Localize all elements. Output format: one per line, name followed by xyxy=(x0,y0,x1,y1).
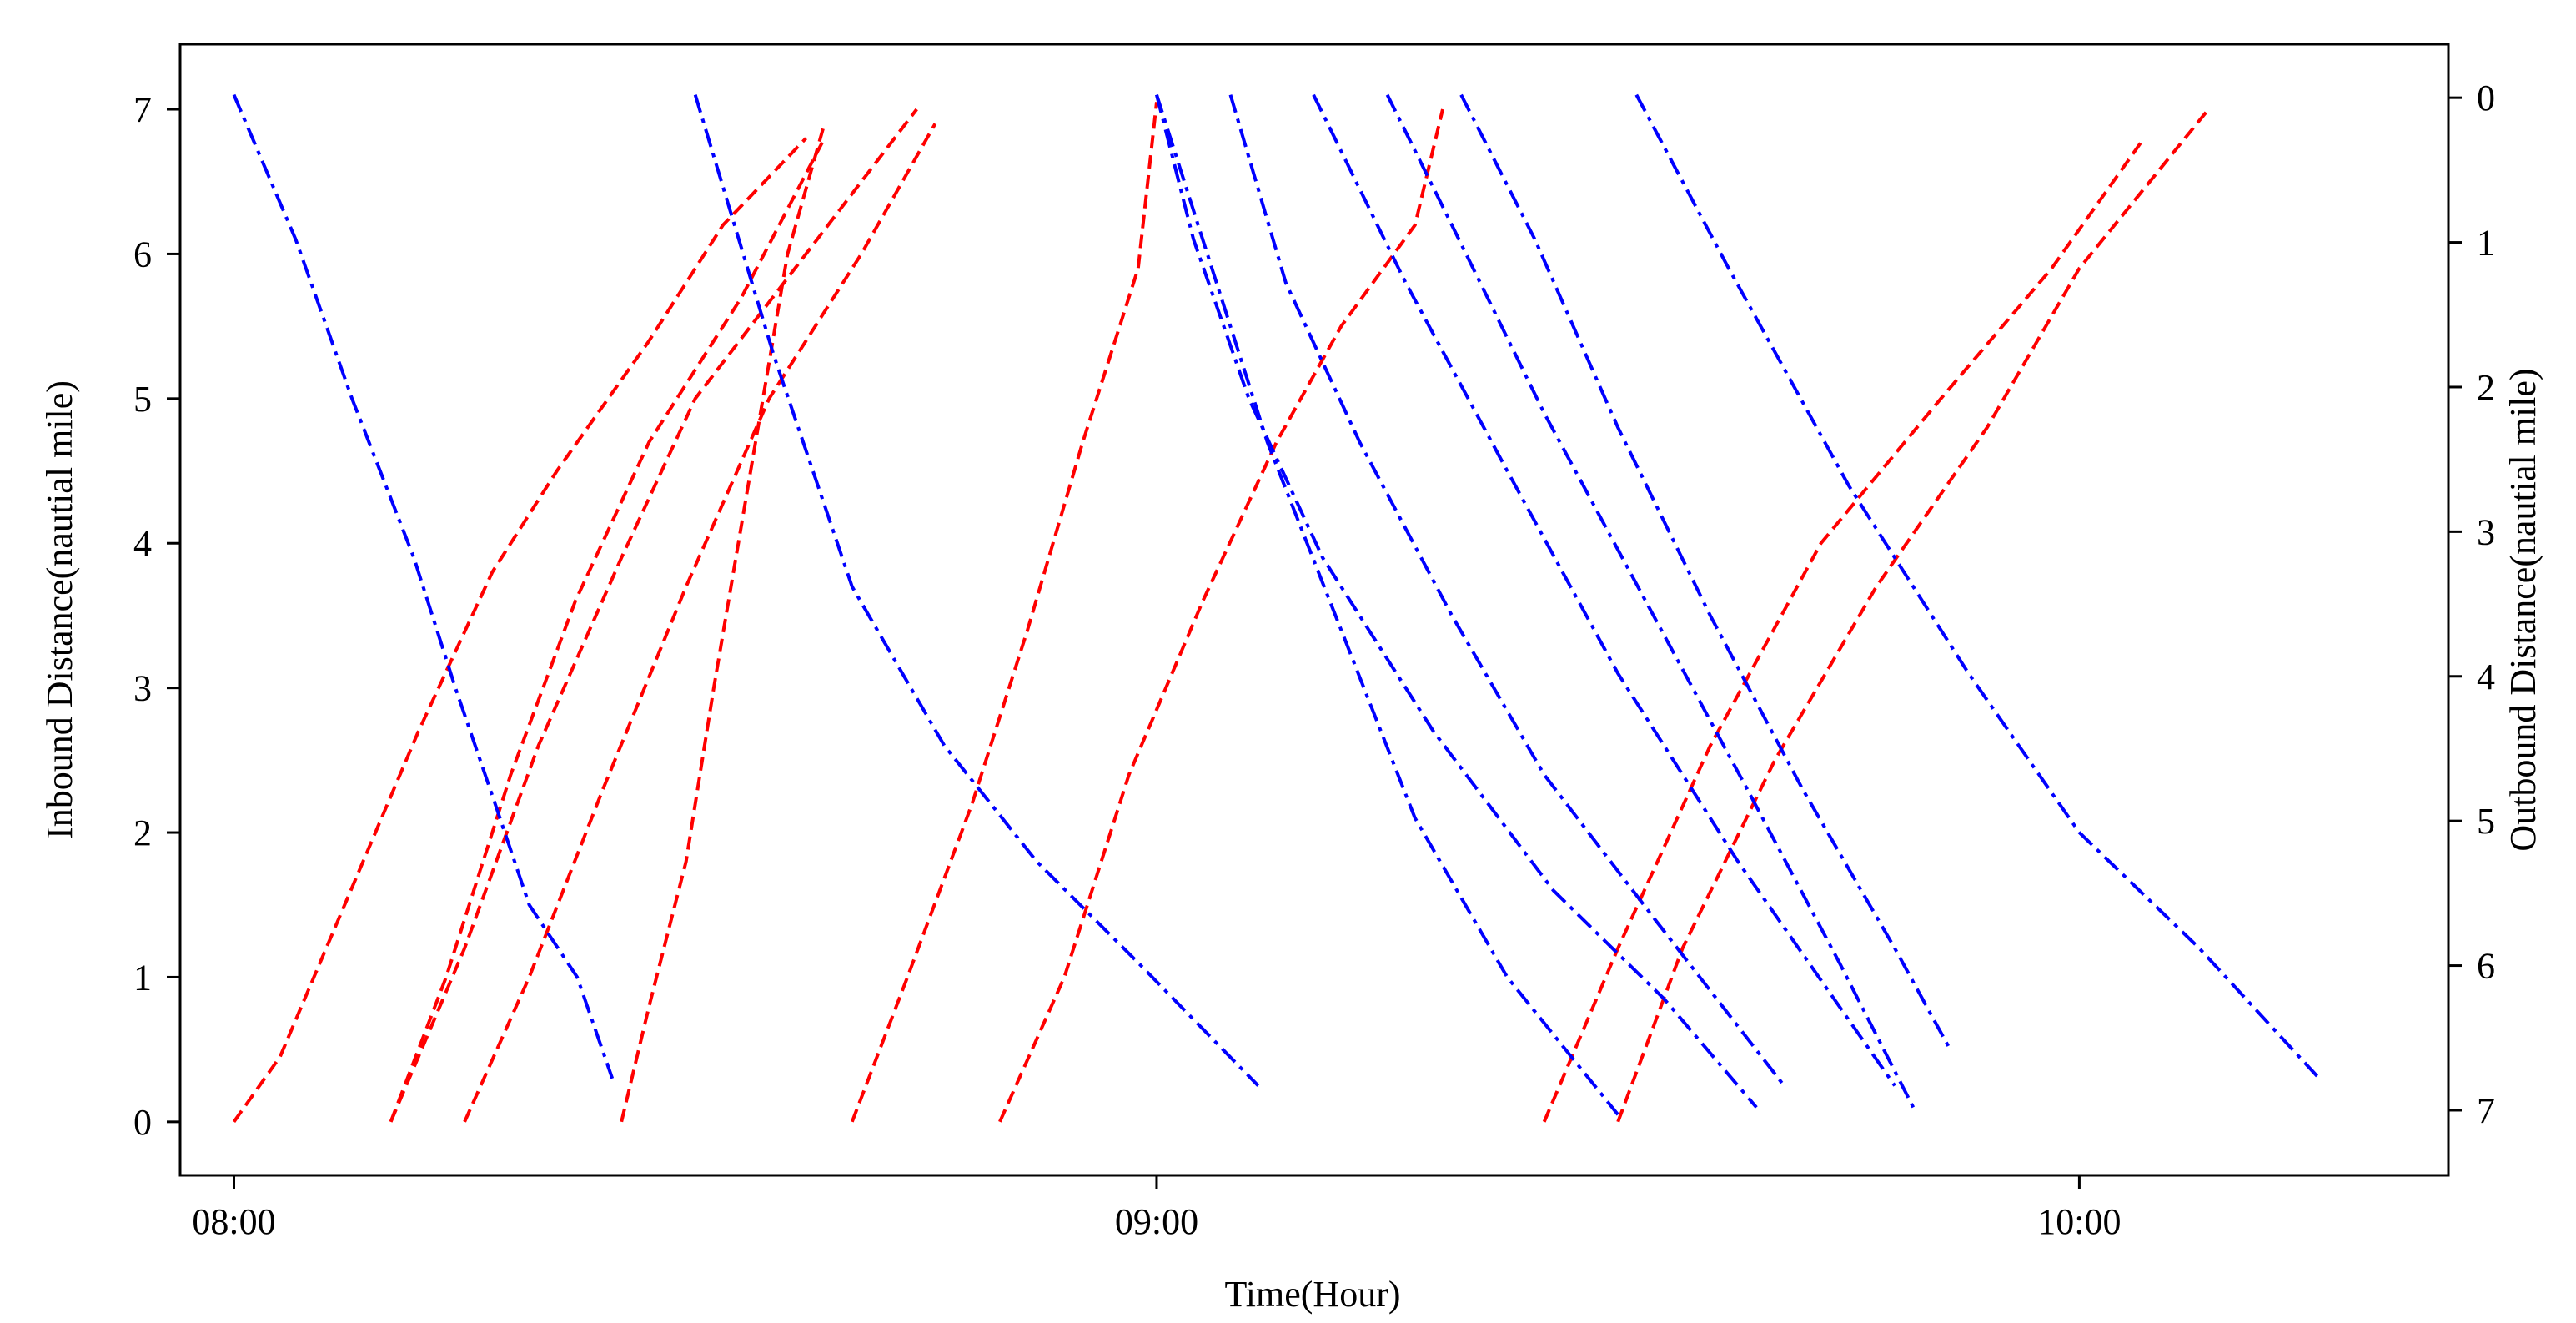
outbound-line-3 xyxy=(389,108,918,1123)
x-tick-label-2: 10:00 xyxy=(2037,1201,2121,1242)
x-axis-ticks: 08:00 09:00 10:00 xyxy=(192,1175,2122,1242)
outbound-line-4 xyxy=(463,123,937,1123)
inbound-line-5 xyxy=(1228,94,1785,1087)
y-left-tick-label-7: 7 xyxy=(133,89,152,130)
y-left-tick-label-3: 3 xyxy=(133,668,152,709)
y-left-tick-label-2: 2 xyxy=(133,812,152,853)
y-right-axis-title: Outbound Distance(nautial mile) xyxy=(2503,368,2543,851)
y-right-tick-label-4: 4 xyxy=(2477,656,2495,697)
y-left-tick-label-5: 5 xyxy=(133,379,152,420)
y-left-axis-title: Inbound Distance(nautial mile) xyxy=(39,380,80,839)
inbound-line-1 xyxy=(232,93,615,1079)
inbound-line-6 xyxy=(1312,93,1896,1087)
x-axis-title: Time(Hour) xyxy=(1224,1274,1400,1315)
x-tick-label-0: 08:00 xyxy=(192,1201,275,1242)
y-left-tick-label-1: 1 xyxy=(133,957,152,998)
y-right-tick-label-3: 3 xyxy=(2477,511,2495,552)
inbound-line-7 xyxy=(1385,93,1916,1109)
outbound-line-5 xyxy=(620,123,826,1123)
y-right-tick-label-6: 6 xyxy=(2477,946,2495,987)
y-right-axis-ticks: 0 1 2 3 4 5 6 7 xyxy=(2448,78,2495,1131)
y-right-tick-label-2: 2 xyxy=(2477,367,2495,408)
outbound-line-8 xyxy=(1542,137,2146,1123)
inbound-line-9 xyxy=(1634,93,2321,1080)
y-right-tick-label-5: 5 xyxy=(2477,801,2495,842)
inbound-line-3 xyxy=(1155,94,1758,1109)
y-right-tick-label-0: 0 xyxy=(2477,78,2495,118)
y-left-tick-label-0: 0 xyxy=(133,1102,152,1143)
outbound-line-2 xyxy=(389,137,826,1123)
y-right-tick-label-7: 7 xyxy=(2477,1090,2495,1131)
outbound-line-6 xyxy=(850,102,1158,1123)
inbound-line-4 xyxy=(1155,94,1619,1116)
y-left-axis-ticks: 0 1 2 3 4 5 6 7 xyxy=(133,89,180,1143)
inbound-line-8 xyxy=(1459,93,1952,1051)
outbound-line-9 xyxy=(1616,108,2210,1123)
outbound-line-1 xyxy=(232,137,807,1123)
y-left-tick-label-6: 6 xyxy=(133,234,152,274)
y-left-tick-label-4: 4 xyxy=(133,523,152,564)
series-layer xyxy=(232,93,2321,1123)
inbound-line-2 xyxy=(693,94,1260,1087)
y-right-tick-label-1: 1 xyxy=(2477,223,2495,264)
x-tick-label-1: 09:00 xyxy=(1115,1201,1198,1242)
plot-frame xyxy=(178,43,2450,1177)
outbound-line-7 xyxy=(998,108,1444,1123)
